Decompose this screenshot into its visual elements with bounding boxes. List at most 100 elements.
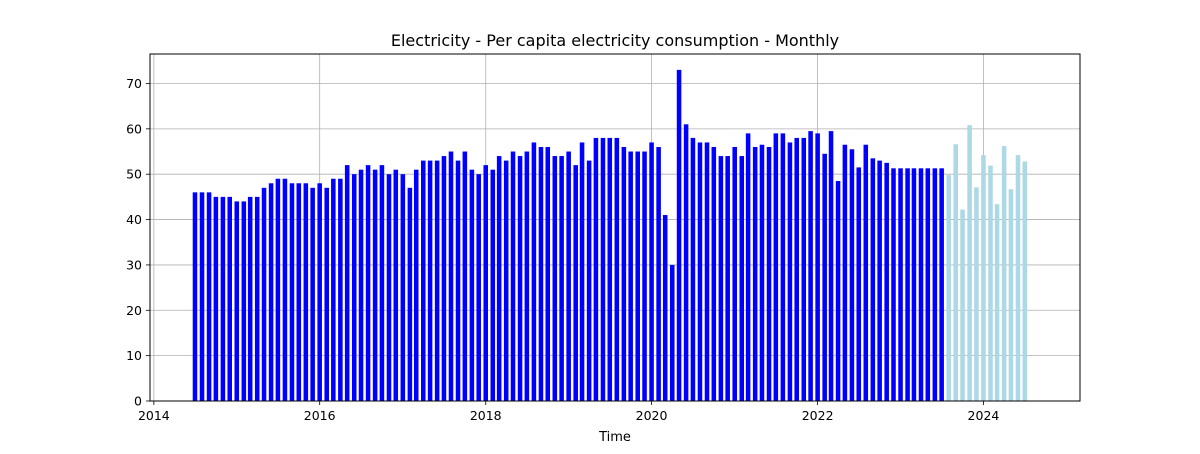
bar-actual bbox=[421, 160, 426, 401]
x-axis-ticks: 2014 2016 2018 2020 2022 2024 bbox=[138, 401, 999, 423]
x-tick-label: 2014 bbox=[138, 408, 170, 423]
bar-actual bbox=[517, 156, 523, 401]
bar-actual bbox=[448, 151, 454, 401]
bar-actual bbox=[697, 142, 703, 401]
bar-forecast bbox=[1001, 146, 1007, 401]
bar-actual bbox=[268, 183, 274, 401]
bar-actual bbox=[324, 187, 330, 401]
bar-actual bbox=[247, 196, 253, 401]
bar-actual bbox=[739, 156, 745, 401]
bar-forecast bbox=[960, 209, 965, 401]
bar-actual bbox=[427, 160, 433, 401]
bar-actual bbox=[490, 169, 496, 401]
bar-actual bbox=[483, 165, 489, 401]
bar-actual bbox=[898, 168, 903, 401]
bar-actual bbox=[282, 178, 288, 401]
bar-actual bbox=[393, 169, 399, 401]
bar-actual bbox=[759, 144, 765, 402]
bar-actual bbox=[344, 165, 350, 401]
bar-forecast bbox=[967, 125, 972, 401]
bar-forecast bbox=[994, 204, 1000, 401]
bar-actual bbox=[275, 178, 281, 401]
bar-actual bbox=[296, 183, 302, 401]
bar-actual bbox=[503, 160, 509, 401]
y-tick-label: 30 bbox=[126, 257, 142, 272]
bar-actual bbox=[891, 168, 896, 401]
bar-actual bbox=[579, 142, 585, 401]
bar-actual bbox=[815, 133, 820, 401]
bar-actual bbox=[586, 160, 592, 401]
bar-actual bbox=[241, 201, 247, 401]
y-tick-label: 50 bbox=[126, 167, 142, 182]
bar-actual bbox=[593, 137, 599, 401]
bar-actual bbox=[455, 160, 461, 401]
bar-actual bbox=[192, 192, 198, 401]
bar-forecast bbox=[1015, 155, 1021, 401]
bar-actual bbox=[559, 156, 564, 401]
bar-actual bbox=[849, 149, 855, 401]
bar-actual bbox=[510, 151, 516, 401]
bar-actual bbox=[877, 160, 882, 401]
bar-actual bbox=[905, 168, 910, 401]
bar-actual bbox=[718, 156, 724, 401]
bar-actual bbox=[220, 196, 226, 401]
bar-actual bbox=[234, 201, 240, 401]
bar-actual bbox=[656, 146, 661, 401]
bar-actual bbox=[676, 69, 682, 401]
bar-forecast bbox=[1008, 189, 1014, 401]
bar-actual bbox=[842, 144, 848, 402]
bar-actual bbox=[662, 215, 668, 401]
bar-actual bbox=[621, 146, 627, 401]
bar-actual bbox=[835, 181, 841, 401]
bar-actual bbox=[434, 160, 440, 401]
bar-actual bbox=[213, 196, 219, 401]
bar-forecast bbox=[981, 155, 986, 401]
bar-actual bbox=[787, 142, 793, 401]
bar-actual bbox=[552, 156, 558, 401]
y-tick-label: 40 bbox=[126, 212, 142, 227]
bar-actual bbox=[358, 169, 364, 401]
bar-actual bbox=[690, 137, 696, 401]
bar-actual bbox=[496, 156, 502, 401]
bar-actual bbox=[711, 146, 717, 401]
bar-actual bbox=[227, 196, 233, 401]
bars bbox=[192, 69, 1028, 402]
bar-actual bbox=[745, 133, 751, 401]
bar-actual bbox=[199, 192, 205, 401]
bar-actual bbox=[600, 137, 606, 401]
bar-forecast bbox=[1022, 161, 1028, 401]
bar-actual bbox=[573, 165, 578, 401]
bar-actual bbox=[538, 146, 544, 401]
bar-actual bbox=[635, 151, 640, 401]
bar-actual bbox=[856, 167, 862, 401]
bar-actual bbox=[524, 151, 530, 401]
bar-forecast bbox=[974, 187, 979, 401]
bar-actual bbox=[400, 174, 406, 401]
bar-actual bbox=[911, 168, 917, 401]
bar-actual bbox=[566, 151, 571, 401]
y-axis-ticks: 0 10 20 30 40 50 60 70 bbox=[126, 76, 150, 409]
y-tick-label: 0 bbox=[134, 394, 142, 409]
bar-actual bbox=[628, 151, 633, 401]
bar-actual bbox=[918, 168, 924, 401]
bar-actual bbox=[317, 183, 322, 401]
bar-actual bbox=[642, 151, 647, 401]
bar-actual bbox=[607, 137, 613, 401]
chart-title: Electricity - Per capita electricity con… bbox=[391, 31, 839, 50]
bar-actual bbox=[939, 168, 944, 401]
bar-actual bbox=[863, 144, 869, 402]
x-tick-label: 2018 bbox=[470, 408, 502, 423]
plot-frame bbox=[149, 53, 1081, 402]
bar-actual bbox=[932, 168, 938, 401]
bar-actual bbox=[365, 165, 371, 401]
bar-actual bbox=[704, 142, 710, 401]
bar-actual bbox=[310, 187, 315, 401]
bar-actual bbox=[462, 151, 468, 401]
bar-actual bbox=[822, 153, 827, 401]
x-tick-label: 2022 bbox=[802, 408, 834, 423]
bar-actual bbox=[649, 142, 654, 401]
bar-actual bbox=[828, 131, 834, 401]
bar-actual bbox=[261, 187, 267, 401]
bar-actual bbox=[766, 146, 772, 401]
